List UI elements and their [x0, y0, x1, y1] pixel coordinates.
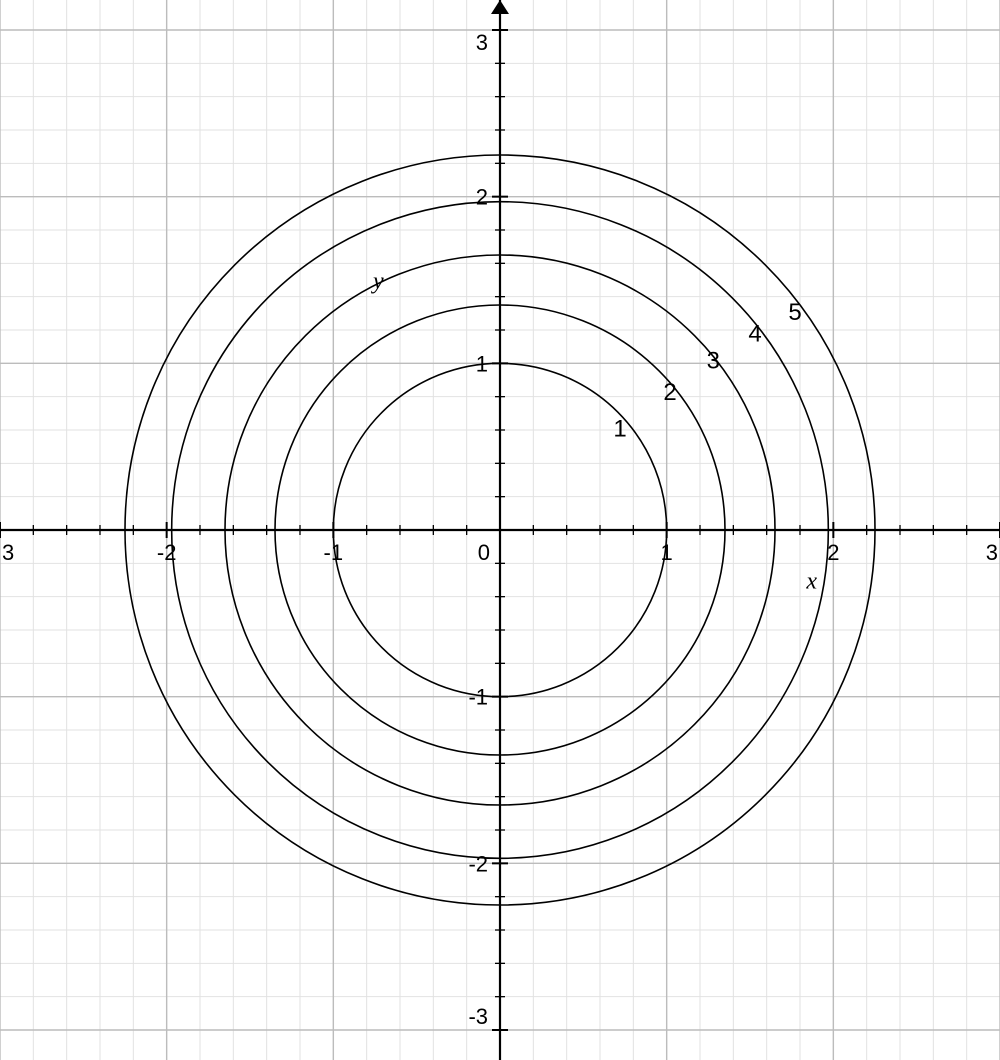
x-tick-label: -1	[324, 540, 344, 565]
y-tick-label: -3	[468, 1004, 488, 1029]
contour-label: 4	[748, 321, 761, 348]
y-tick-label: 1	[476, 351, 488, 376]
x-tick-label: -2	[157, 540, 177, 565]
x-tick-label: 3	[2, 540, 14, 565]
x-tick-label: 1	[661, 540, 673, 565]
contour-plot: 3 -3 -2 -2 -1 -1 0 1 1 2 2 3 3 1 2 3 45 x y	[0, 0, 1000, 1060]
y-axis-label: y	[371, 268, 384, 294]
y-tick-label: 2	[476, 185, 488, 210]
contour-label: 3	[707, 347, 720, 374]
y-tick-label: -2	[468, 851, 488, 876]
contour-label: 1	[613, 416, 626, 443]
y-tick-label: -1	[468, 685, 488, 710]
x-tick-label: 3	[986, 540, 998, 565]
contour-label: 5	[788, 299, 801, 326]
y-tick-label: 3	[476, 30, 488, 55]
contour-label: 2	[663, 379, 676, 406]
x-tick-label: 2	[827, 540, 839, 565]
x-tick-label: 0	[478, 540, 490, 565]
x-axis-label: x	[805, 568, 817, 594]
